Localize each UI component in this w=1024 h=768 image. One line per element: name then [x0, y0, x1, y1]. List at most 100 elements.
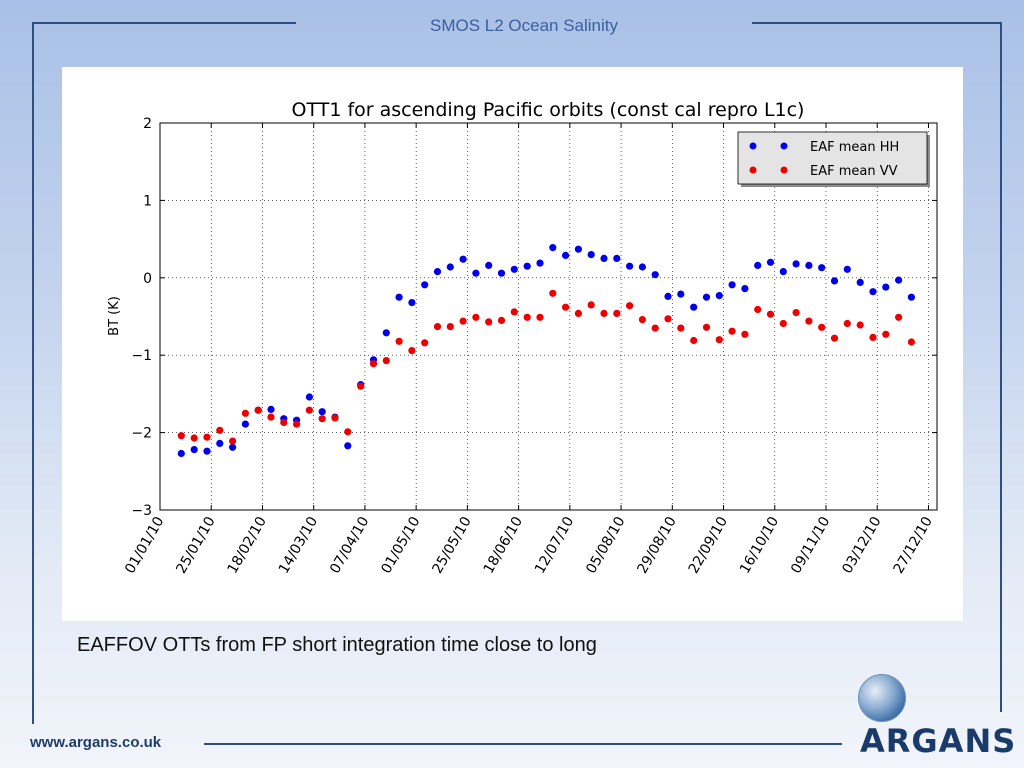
footer-url-link[interactable]: www.argans.co.uk [30, 734, 162, 751]
legend-box [737, 131, 928, 185]
data-point-hh [690, 303, 698, 311]
slide-title: SMOS L2 Ocean Salinity [429, 16, 619, 35]
data-point-vv [497, 316, 506, 324]
data-point-hh [805, 261, 813, 269]
data-point-vv [369, 360, 378, 368]
data-point-vv [830, 334, 839, 342]
data-point-vv [472, 313, 480, 321]
x-tick-label: 16/10/10 [737, 514, 782, 576]
data-point-hh [408, 299, 416, 307]
plot-area-border [159, 122, 938, 511]
x-tick-label: 07/04/10 [327, 514, 372, 576]
data-point-vv [562, 303, 570, 311]
data-point-vv [241, 409, 249, 417]
x-tick-label: 09/11/10 [788, 514, 833, 576]
data-point-hh [574, 245, 583, 253]
x-tick-label: 05/08/10 [583, 514, 628, 576]
data-point-hh [792, 260, 800, 268]
data-point-vv [229, 437, 237, 445]
data-point-vv [805, 317, 813, 325]
data-point-vv [446, 323, 454, 331]
data-point-vv [843, 319, 851, 328]
x-tick-label: 14/03/10 [276, 514, 321, 576]
data-point-hh [830, 277, 839, 285]
data-point-vv [190, 434, 198, 442]
x-tick-label: 01/05/10 [378, 514, 423, 576]
data-point-vv [203, 433, 211, 441]
data-point-hh [664, 292, 672, 300]
data-point-hh [305, 393, 313, 401]
x-tick-label: 27/12/10 [891, 514, 936, 576]
x-tick-label: 18/02/10 [225, 514, 270, 576]
frame-left-line [32, 22, 34, 724]
legend-marker-vv-2 [780, 166, 788, 174]
data-point-hh [638, 263, 647, 271]
data-point-vv [651, 324, 659, 332]
data-point-hh [562, 251, 570, 259]
data-point-vv [216, 426, 224, 434]
data-point-hh [536, 259, 544, 267]
data-point-vv [754, 305, 762, 314]
legend-marker-hh-1 [749, 142, 757, 150]
data-point-hh [510, 265, 518, 273]
data-point-vv [702, 323, 711, 331]
data-point-hh [907, 293, 916, 301]
y-tick-label: 1 [143, 193, 152, 209]
data-point-vv [331, 414, 339, 422]
data-point-vv [267, 413, 275, 421]
data-point-vv [587, 301, 595, 309]
data-point-vv [254, 406, 262, 414]
data-point-hh [472, 269, 480, 277]
data-point-vv [690, 336, 698, 345]
legend: EAF mean HH EAF mean VV [737, 131, 930, 187]
data-point-vv [344, 428, 352, 436]
frame-top-left-line [32, 22, 296, 24]
data-point-hh [818, 264, 826, 272]
data-point-vv [523, 313, 531, 321]
x-tick-label: 29/08/10 [634, 514, 679, 576]
data-point-hh [446, 263, 454, 271]
legend-label-hh: EAF mean HH [810, 140, 899, 155]
data-point-vv [626, 302, 634, 310]
data-point-vv [536, 313, 544, 321]
data-point-vv [318, 415, 326, 423]
data-point-vv [485, 318, 493, 326]
data-point-vv [728, 327, 736, 335]
data-point-vv [459, 317, 467, 325]
data-points [177, 244, 916, 458]
y-tick-label: 2 [143, 116, 152, 132]
data-point-hh [241, 420, 249, 428]
data-point-vv [882, 330, 890, 338]
data-point-hh [485, 261, 493, 269]
logo-text: ARGANS [860, 722, 1017, 760]
data-point-hh [728, 281, 736, 289]
frame-right-line [1000, 22, 1002, 712]
data-point-hh [318, 408, 326, 416]
data-point-vv [408, 347, 416, 355]
data-point-hh [882, 283, 890, 291]
y-tick-label: −1 [131, 348, 152, 364]
data-point-hh [267, 405, 275, 413]
data-point-hh [600, 254, 608, 262]
data-point-vv [856, 321, 864, 329]
data-point-vv [510, 308, 518, 316]
y-tick-label: −2 [131, 426, 152, 442]
data-point-hh [766, 258, 775, 266]
data-point-hh [459, 255, 467, 263]
data-point-hh [395, 293, 403, 301]
data-point-vv [677, 324, 685, 332]
data-point-hh [895, 276, 903, 284]
frame-bottom-line [204, 743, 842, 745]
data-point-hh [344, 442, 352, 450]
data-point-hh [702, 293, 711, 301]
plot-panel: OTT1 for ascending Pacific orbits (const… [62, 67, 963, 621]
data-point-vv [715, 336, 723, 344]
data-point-vv [600, 309, 608, 317]
data-point-hh [549, 244, 557, 252]
x-tick-label: 03/12/10 [839, 514, 884, 576]
y-tick-label: 0 [143, 271, 152, 287]
x-tick-label: 12/07/10 [532, 514, 577, 576]
data-point-hh [587, 251, 595, 259]
data-point-hh [497, 269, 506, 277]
data-point-vv [792, 309, 800, 317]
